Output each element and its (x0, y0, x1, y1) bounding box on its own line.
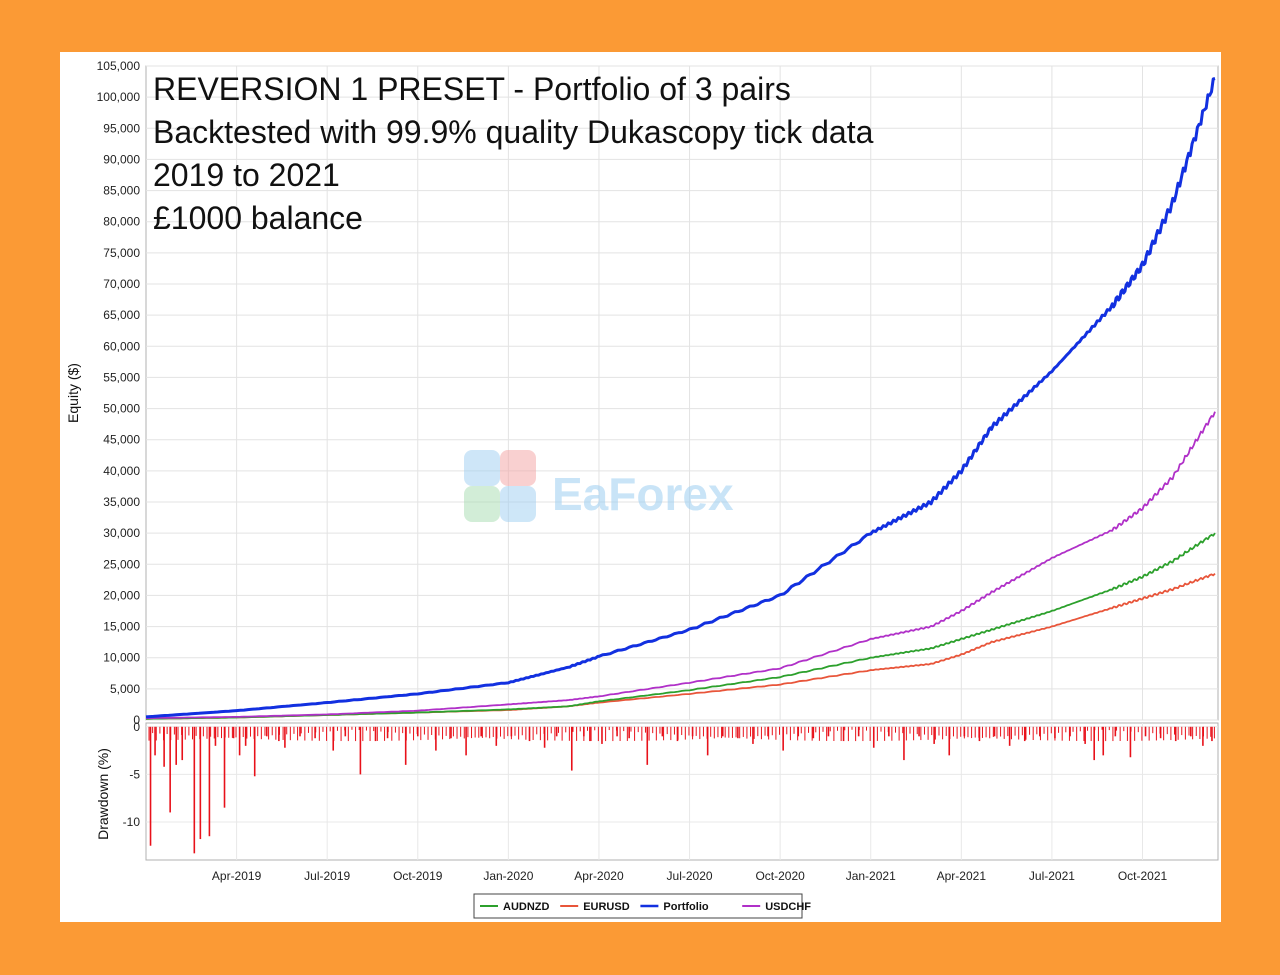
equity-series (145, 77, 1216, 720)
drawdown-bars (148, 726, 1215, 854)
x-tick-label: Oct-2020 (755, 869, 805, 883)
equity-axis-label: Equity ($) (65, 363, 81, 423)
equity-tick-label: 40,000 (103, 464, 140, 478)
x-tick-label: Oct-2019 (393, 869, 443, 883)
equity-tick-label: 50,000 (103, 402, 140, 416)
series-line-portfolio (145, 77, 1216, 719)
equity-tick-label: 5,000 (110, 682, 140, 696)
series-line-usdchf (146, 411, 1216, 719)
x-axis-ticks: Apr-2019 Jul-2019 Oct-2019 Jan-2020 Apr-2020… (212, 869, 1168, 883)
drawdown-plot-area (145, 722, 1219, 861)
equity-tick-label: 20,000 (103, 588, 140, 602)
legend-label-portfolio: Portfolio (663, 901, 708, 913)
equity-tick-label: 65,000 (103, 308, 140, 322)
equity-tick-label: 30,000 (103, 526, 140, 540)
legend-label-usdchf: USDCHF (765, 901, 811, 913)
equity-tick-label: 60,000 (103, 339, 140, 353)
equity-plot-area (145, 65, 1219, 721)
equity-tick-label: 25,000 (103, 557, 140, 571)
equity-tick-label: 55,000 (103, 370, 140, 384)
watermark-logo-icon (464, 450, 536, 522)
equity-tick-label: 10,000 (103, 651, 140, 665)
legend: AUDNZD EURUSD Portfolio USDCHF (473, 893, 811, 919)
legend-label-eurusd: EURUSD (583, 901, 630, 913)
equity-gridlines (146, 65, 1218, 721)
title-line-2: Backtested with 99.9% quality Dukascopy … (153, 114, 874, 150)
equity-tick-label: 35,000 (103, 495, 140, 509)
equity-tick-label: 70,000 (103, 277, 140, 291)
equity-tick-label: 0 (133, 713, 140, 727)
drawdown-y-ticks: 0 -5 -10 (123, 720, 141, 829)
x-tick-label: Jul-2019 (304, 869, 350, 883)
equity-tick-label: 100,000 (97, 90, 141, 104)
legend-label-audnzd: AUDNZD (503, 901, 549, 913)
x-tick-label: Jan-2021 (846, 869, 896, 883)
chart-title: REVERSION 1 PRESET - Portfolio of 3 pair… (153, 71, 874, 236)
equity-tick-label: 95,000 (103, 121, 140, 135)
drawdown-tick-label: -10 (123, 815, 141, 829)
drawdown-tick-label: 0 (133, 720, 140, 734)
title-line-4: £1000 balance (153, 200, 363, 236)
title-line-1: REVERSION 1 PRESET - Portfolio of 3 pair… (153, 71, 791, 107)
equity-tick-label: 15,000 (103, 620, 140, 634)
x-tick-label: Oct-2021 (1118, 869, 1168, 883)
title-line-3: 2019 to 2021 (153, 157, 340, 193)
equity-tick-label: 85,000 (103, 184, 140, 198)
watermark: EaForex (464, 450, 734, 522)
equity-tick-label: 80,000 (103, 215, 140, 229)
x-tick-label: Jul-2021 (1029, 869, 1075, 883)
drawdown-tick-label: -5 (129, 767, 140, 781)
equity-y-ticks: 0 5,000 10,000 15,000 20,000 25,000 30,000 35,0… (97, 59, 141, 727)
series-line-audnzd (145, 532, 1216, 720)
x-tick-label: Jan-2020 (483, 869, 533, 883)
equity-tick-label: 75,000 (103, 246, 140, 260)
chart-panel: 0 5,000 10,000 15,000 20,000 25,000 30,000 35,0… (60, 52, 1221, 922)
x-tick-label: Jul-2020 (667, 869, 713, 883)
equity-chart: 0 5,000 10,000 15,000 20,000 25,000 30,000 35,0… (65, 59, 1219, 919)
x-tick-label: Apr-2020 (574, 869, 624, 883)
equity-tick-label: 45,000 (103, 433, 140, 447)
equity-tick-label: 105,000 (97, 59, 141, 73)
drawdown-axis-label: Drawdown (%) (95, 748, 111, 840)
watermark-text: EaForex (552, 468, 734, 520)
x-tick-label: Apr-2019 (212, 869, 262, 883)
x-tick-label: Apr-2021 (937, 869, 987, 883)
equity-tick-label: 90,000 (103, 152, 140, 166)
